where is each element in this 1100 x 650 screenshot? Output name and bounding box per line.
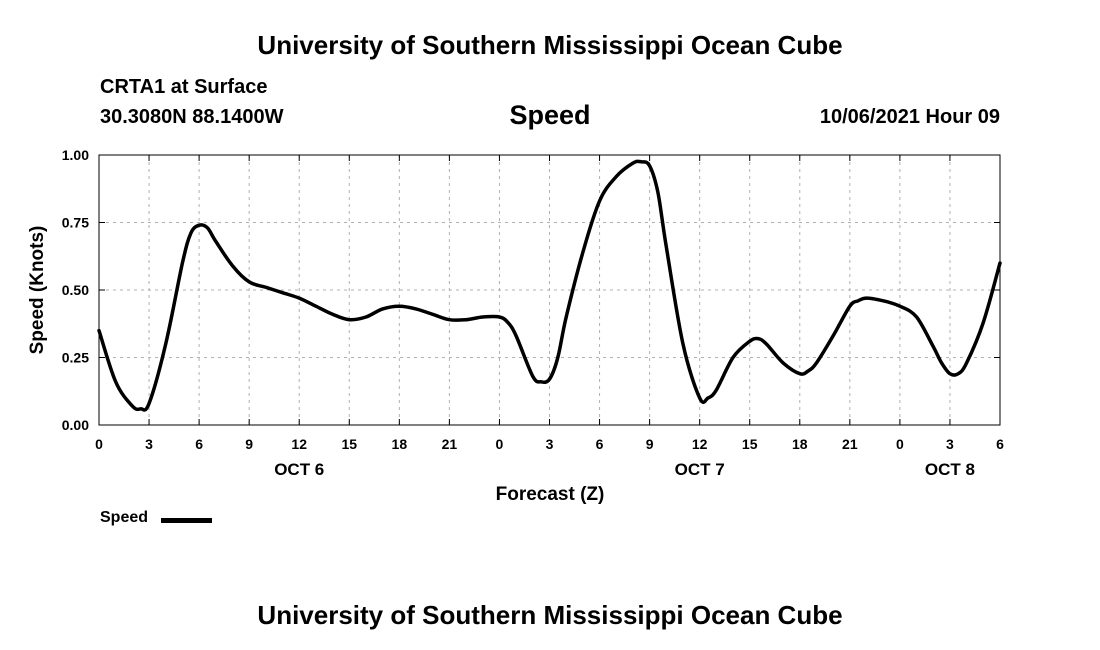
x-tick-label: 3 <box>546 436 554 452</box>
ticks-layer <box>98 154 1001 426</box>
labels-layer: 0 3 6 9 12 15 18 21 0 3 6 9 12 15 18 21 0 3 6 0.00 0.25 0.50 0… <box>62 147 1004 479</box>
y-axis-title: Speed (Knots) <box>27 226 48 355</box>
legend-line-swatch <box>161 518 212 523</box>
x-axis-title: Forecast (Z) <box>496 484 605 505</box>
x-tick-label: 0 <box>896 436 904 452</box>
x-tick-label: 6 <box>596 436 604 452</box>
parameter-label: Speed <box>509 100 591 130</box>
date-label: OCT 6 <box>274 460 324 479</box>
series-line-speed <box>97 159 1002 412</box>
y-tick-label: 0.00 <box>62 417 89 433</box>
x-tick-label: 0 <box>95 436 103 452</box>
grid-layer <box>99 155 1000 425</box>
coordinates-label: 30.3080N 88.1400W <box>100 106 284 128</box>
y-tick-label: 1.00 <box>62 147 89 163</box>
datetime-label: 10/06/2021 Hour 09 <box>819 106 1000 128</box>
y-tick-label: 0.75 <box>62 215 89 231</box>
x-tick-label: 9 <box>646 436 654 452</box>
page-title: University of Southern Mississippi Ocean… <box>257 30 843 60</box>
date-label: OCT 7 <box>675 460 725 479</box>
x-tick-label: 0 <box>496 436 504 452</box>
y-tick-label: 0.25 <box>62 350 89 366</box>
x-tick-label: 18 <box>792 436 808 452</box>
date-label: OCT 8 <box>925 460 975 479</box>
x-tick-label: 6 <box>996 436 1004 452</box>
x-tick-label: 3 <box>145 436 153 452</box>
footer-title: University of Southern Mississippi Ocean… <box>257 600 843 630</box>
x-tick-label: 12 <box>692 436 708 452</box>
x-tick-label: 21 <box>842 436 858 452</box>
x-tick-label: 15 <box>341 436 357 452</box>
x-tick-label: 9 <box>245 436 253 452</box>
x-tick-label: 15 <box>742 436 758 452</box>
y-tick-label: 0.50 <box>62 282 89 298</box>
x-tick-label: 3 <box>946 436 954 452</box>
legend-label: Speed <box>100 509 149 526</box>
x-tick-label: 6 <box>195 436 203 452</box>
x-tick-label: 12 <box>291 436 307 452</box>
x-tick-label: 18 <box>392 436 408 452</box>
station-label: CRTA1 at Surface <box>100 76 268 98</box>
x-tick-label: 21 <box>442 436 458 452</box>
